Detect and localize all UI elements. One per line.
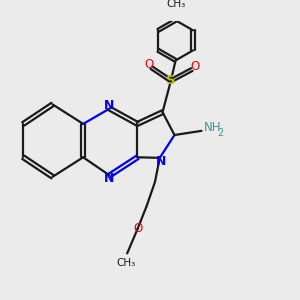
Text: O: O [144, 58, 153, 71]
Text: S: S [166, 74, 176, 87]
Text: CH₃: CH₃ [166, 0, 185, 9]
Text: 2: 2 [217, 128, 224, 137]
Text: O: O [134, 222, 143, 235]
Text: NH: NH [204, 121, 221, 134]
Text: N: N [104, 99, 114, 112]
Text: CH₃: CH₃ [116, 258, 135, 268]
Text: O: O [190, 60, 200, 73]
Text: N: N [104, 172, 114, 185]
Text: N: N [156, 155, 166, 168]
